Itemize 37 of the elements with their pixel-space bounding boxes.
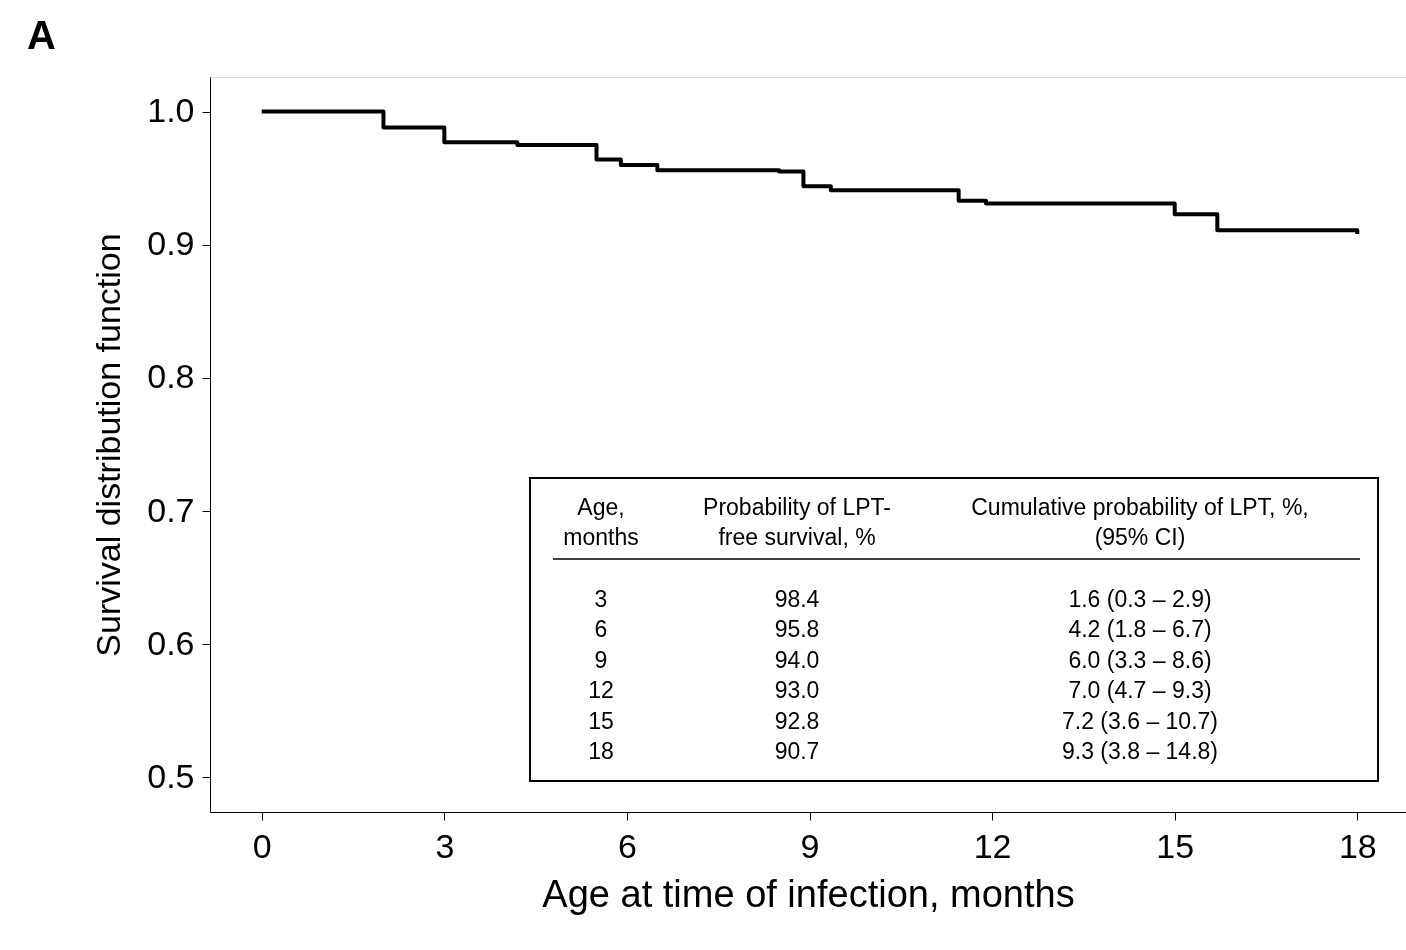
y-axis-title: Survival distribution function [89,233,128,657]
x-axis-title: Age at time of infection, months [542,872,1075,915]
y-tick-label: 0.9 [147,224,195,263]
annotation: 6.0 (3.3 – 8.6) [1068,646,1212,673]
annotation: 94.0 [774,646,820,673]
annotation: 1.6 (0.3 – 2.9) [1068,586,1212,612]
annotation: 3 [594,586,608,612]
y-tick-label: 0.7 [147,490,195,529]
x-tick-label: 3 [435,826,455,865]
annotation: 12 [588,677,614,704]
annotation: 18 [588,738,614,764]
x-tick-label: 12 [973,826,1012,865]
annotation: 4.2 (1.8 – 6.7) [1068,616,1212,643]
annotation: 15 [588,707,614,734]
x-tick-label: 6 [617,826,637,865]
annotation: Age, months [563,494,639,550]
annotation: 90.7 [774,738,820,764]
annotation: Cumulative probability of LPT, %, (95% CI) [971,494,1309,550]
x-tick-label: 18 [1338,826,1377,865]
annotation: 98.4 [774,586,820,612]
x-tick-label: 9 [800,826,820,865]
annotation: 7.0 (4.7 – 9.3) [1068,677,1212,704]
annotation: 93.0 [774,677,820,704]
y-tick-label: 1.0 [147,91,195,130]
y-tick-label: 0.5 [147,756,195,795]
annotation: 9 [594,646,608,673]
y-tick-label: 0.6 [147,623,195,662]
annotation: 6 [594,616,608,643]
y-tick-label: 0.8 [147,357,195,396]
annotation: Probability of LPT- free survival, % [703,494,891,550]
annotation: 9.3 (3.8 – 14.8) [1062,738,1218,764]
annotation: 92.8 [774,707,820,734]
x-tick-label: 0 [252,826,272,865]
annotation: 95.8 [774,616,820,643]
annotation: 7.2 (3.6 – 10.7) [1062,707,1218,734]
chart-title: A [27,13,56,57]
x-tick-label: 15 [1156,826,1195,865]
